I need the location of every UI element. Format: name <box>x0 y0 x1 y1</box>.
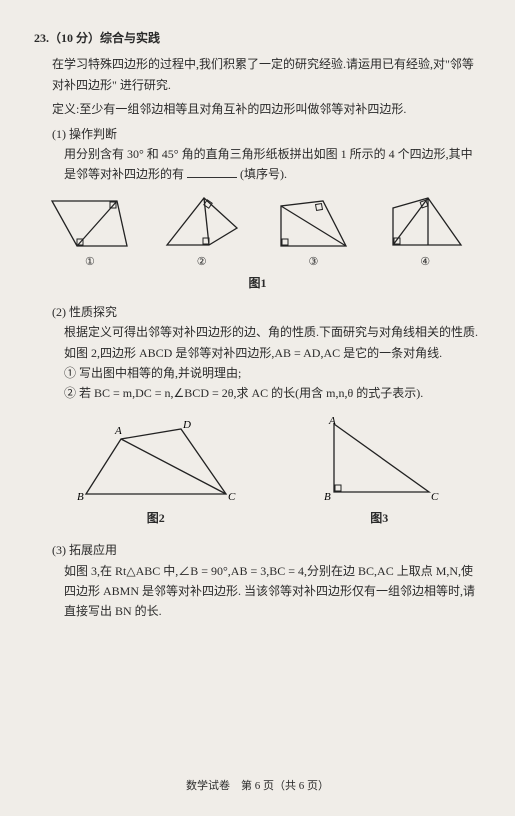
figure3: A B C 图3 <box>314 414 444 536</box>
figure2-caption: 图2 <box>147 508 165 528</box>
label-1: ① <box>85 253 95 272</box>
part3-title: (3) 拓展应用 <box>52 540 481 560</box>
page-footer: 数学试卷 第 6 页（共 6 页） <box>0 777 515 796</box>
shape-3 <box>271 196 356 251</box>
point-B3: B <box>324 491 331 503</box>
shape-fig3: A B C <box>314 414 444 504</box>
point-C: C <box>228 491 236 503</box>
figure1-item-2: ② <box>159 193 244 272</box>
point-D: D <box>182 419 191 431</box>
figure1-item-4: ④ <box>383 193 468 272</box>
label-4: ④ <box>420 253 430 272</box>
shape-2 <box>159 193 244 251</box>
part1-text: 用分别含有 30° 和 45° 角的直角三角形纸板拼出如图 1 所示的 4 个四… <box>64 144 481 185</box>
shape-1 <box>47 196 132 251</box>
label-3: ③ <box>308 253 318 272</box>
intro-paragraph-1: 在学习特殊四边形的过程中,我们积累了一定的研究经验.请运用已有经验,对"邻等对补… <box>52 54 481 95</box>
part2-title: (2) 性质探究 <box>52 302 481 322</box>
point-B: B <box>77 491 84 503</box>
point-A: A <box>114 425 122 437</box>
figure1-item-1: ① <box>47 196 132 272</box>
part2-sub2: ② 若 BC = m,DC = n,∠BCD = 2θ,求 AC 的长(用含 m… <box>64 383 481 403</box>
shape-4 <box>383 193 468 251</box>
intro-paragraph-2: 定义:至少有一组邻边相等且对角互补的四边形叫做邻等对补四边形. <box>52 99 481 119</box>
point-A3: A <box>328 415 336 427</box>
figure2: A D B C 图2 <box>71 414 241 536</box>
part1-title: (1) 操作判断 <box>52 124 481 144</box>
figure1-row: ① ② ③ ④ <box>34 193 481 272</box>
figure1-caption: 图1 <box>34 273 481 293</box>
question-header: 23.（10 分）综合与实践 <box>34 28 481 48</box>
shape-fig2: A D B C <box>71 414 241 504</box>
fill-blank <box>187 166 237 178</box>
part2-sub1: ① 写出图中相等的角,并说明理由; <box>64 363 481 383</box>
figure1-item-3: ③ <box>271 196 356 272</box>
label-2: ② <box>197 253 207 272</box>
part3-text: 如图 3,在 Rt△ABC 中,∠B = 90°,AB = 3,BC = 4,分… <box>64 561 481 622</box>
part1-text-2: (填序号). <box>240 167 287 181</box>
part2-text-2: 如图 2,四边形 ABCD 是邻等对补四边形,AB = AD,AC 是它的一条对… <box>64 343 481 363</box>
point-C3: C <box>431 491 439 503</box>
figure23-row: A D B C 图2 A B C 图3 <box>34 414 481 536</box>
part2-text-1: 根据定义可得出邻等对补四边形的边、角的性质.下面研究与对角线相关的性质. <box>64 322 481 342</box>
figure3-caption: 图3 <box>370 508 388 528</box>
